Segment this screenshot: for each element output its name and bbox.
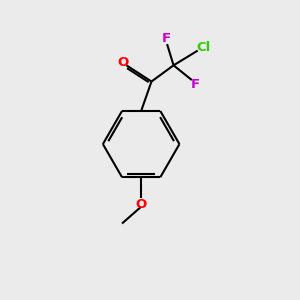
Text: F: F [162,32,171,45]
Text: O: O [117,56,128,69]
Text: Cl: Cl [196,41,210,54]
Text: F: F [191,78,200,91]
Text: O: O [136,198,147,211]
